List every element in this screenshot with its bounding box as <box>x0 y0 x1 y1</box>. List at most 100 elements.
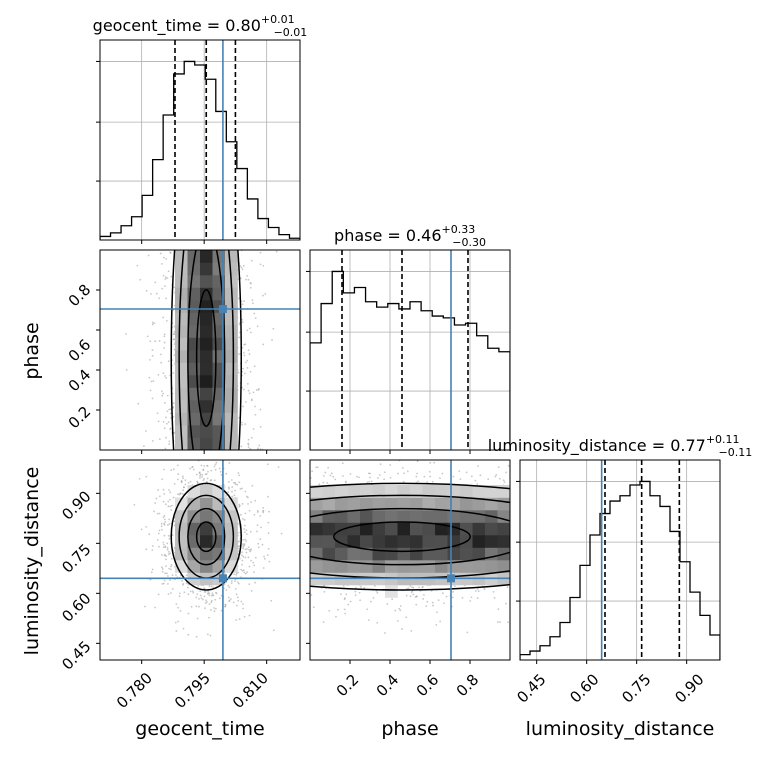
density-cell <box>422 560 436 573</box>
sample-point <box>158 297 161 300</box>
sample-point <box>163 534 166 537</box>
sample-point <box>241 318 244 321</box>
sample-point <box>356 475 358 478</box>
sample-point <box>241 303 244 306</box>
sample-point <box>426 481 429 484</box>
sample-point <box>311 470 314 473</box>
density-cell <box>435 485 448 498</box>
ylabel-luminosity-distance: luminosity_distance <box>21 467 43 656</box>
ytick-phase-0.4: 0.4 <box>65 366 95 396</box>
sample-point <box>175 630 178 632</box>
density-cell <box>410 510 423 523</box>
density-cell <box>310 535 323 548</box>
density-cell <box>422 497 436 511</box>
sample-point <box>239 265 242 267</box>
sample-point <box>217 457 219 459</box>
sample-point <box>165 436 167 439</box>
sample-point <box>233 494 236 497</box>
sample-point <box>227 584 230 587</box>
sample-point <box>429 461 432 464</box>
sample-point <box>341 462 344 465</box>
sample-point <box>157 373 160 376</box>
sample-point <box>149 389 152 392</box>
sample-point <box>185 496 188 498</box>
histogram-steps <box>520 480 720 660</box>
sample-point <box>208 603 211 606</box>
sample-point <box>248 353 251 356</box>
sample-point <box>441 472 444 475</box>
sample-point <box>238 336 240 339</box>
sample-point <box>201 598 204 601</box>
sample-point <box>497 466 500 468</box>
sample-point <box>405 616 408 619</box>
sample-point <box>243 519 246 521</box>
xtick-distance-0.90: 0.90 <box>671 670 707 706</box>
sample-point <box>166 277 169 280</box>
sample-point <box>138 477 141 480</box>
sample-point <box>156 539 159 541</box>
sample-point <box>389 476 392 479</box>
density-cell <box>397 497 411 511</box>
sample-point <box>234 481 237 484</box>
sample-point <box>214 463 217 466</box>
sample-point <box>240 513 242 516</box>
sample-point <box>163 518 166 521</box>
density-cell <box>360 485 373 498</box>
sample-point <box>169 491 172 494</box>
sample-point <box>239 488 242 490</box>
sample-point <box>228 487 230 490</box>
sample-point <box>437 599 440 601</box>
sample-point <box>162 372 165 375</box>
sample-point <box>165 416 167 419</box>
sample-point <box>330 472 333 475</box>
sample-point <box>173 520 176 523</box>
sample-point <box>355 445 357 447</box>
sample-point <box>483 588 486 591</box>
sample-point <box>163 514 166 517</box>
sample-point <box>210 469 213 472</box>
xlabel-luminosity-distance: luminosity_distance <box>526 718 715 740</box>
sample-point <box>349 473 352 475</box>
sample-point <box>477 590 480 593</box>
sample-point <box>191 590 194 593</box>
sample-point <box>241 559 244 562</box>
sample-point <box>171 588 174 590</box>
sample-point <box>384 433 386 435</box>
sample-point <box>247 556 250 559</box>
sample-point <box>401 628 403 630</box>
sample-point <box>210 479 213 481</box>
sample-point <box>238 618 241 621</box>
sample-point <box>240 600 243 603</box>
sample-point <box>354 590 357 593</box>
sample-point <box>161 583 164 585</box>
sample-point <box>219 470 222 473</box>
xtick-distance-0.75: 0.75 <box>618 670 654 706</box>
density-cell <box>175 325 188 338</box>
truth-marker <box>218 574 227 583</box>
density-cell <box>225 312 238 326</box>
sample-point <box>496 621 499 623</box>
sample-point <box>328 609 331 612</box>
sample-point <box>162 582 165 585</box>
density-cell <box>175 375 188 388</box>
sample-point <box>322 481 325 484</box>
sample-point <box>191 456 193 458</box>
sample-point <box>237 371 240 374</box>
sample-point <box>257 387 260 390</box>
sample-point <box>253 452 255 454</box>
sample-point <box>225 454 227 456</box>
density-cell <box>397 535 411 548</box>
sample-point <box>162 541 165 544</box>
sample-point <box>238 504 241 507</box>
sample-point <box>262 510 264 512</box>
sample-point <box>158 495 161 498</box>
sample-point <box>237 599 240 602</box>
density-cell <box>200 560 213 573</box>
sample-point <box>259 408 262 411</box>
sample-point <box>403 472 406 475</box>
sample-point <box>421 586 424 589</box>
sample-point <box>412 586 415 589</box>
density-cell <box>460 547 473 561</box>
density-cell <box>187 275 201 288</box>
sample-point <box>503 481 506 484</box>
